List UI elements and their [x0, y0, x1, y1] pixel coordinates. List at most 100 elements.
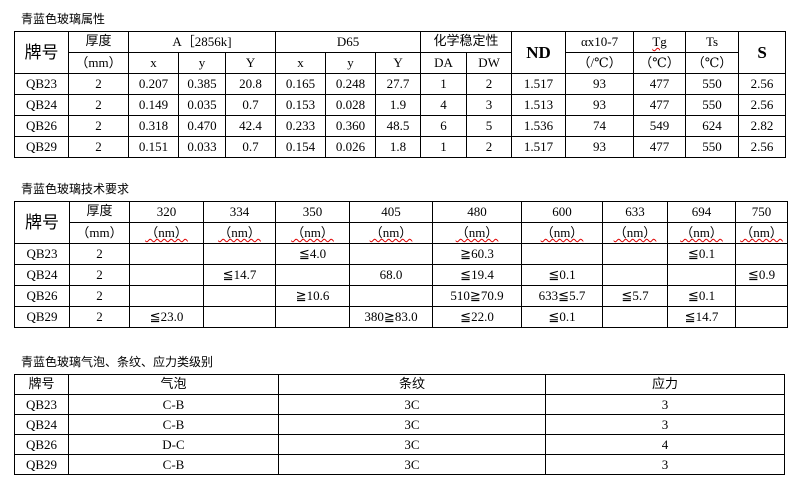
table-cell: 0.033 [178, 136, 226, 158]
header-thickness: 厚度 [68, 31, 129, 53]
table-cell: 68.0 [349, 264, 433, 286]
table-cell: ≦14.7 [667, 306, 736, 328]
table-cell: 3C [278, 414, 546, 435]
table-cell: 624 [685, 115, 740, 137]
header-brand: 牌号 [14, 374, 69, 395]
table-cell: 27.7 [375, 73, 422, 95]
table-cell: 4 [420, 94, 468, 116]
table-cell: 20.8 [224, 73, 277, 95]
header-Y: Y [375, 52, 422, 74]
table-cell: 1.517 [511, 136, 567, 158]
table-cell: 510≧70.9 [432, 285, 522, 307]
header-wl: 320 [129, 201, 204, 223]
table-cell: 0.165 [275, 73, 327, 95]
table-cell: 5 [466, 115, 513, 137]
brand-cell: QB29 [14, 454, 69, 475]
table-cell: 477 [633, 136, 687, 158]
table-cell: 2 [69, 306, 130, 328]
table-cell: 550 [685, 136, 740, 158]
table-cell: ≦22.0 [432, 306, 522, 328]
table-cell: 48.5 [375, 115, 422, 137]
table-cell: 4 [545, 434, 785, 455]
brand-cell: QB29 [14, 136, 69, 158]
table-cell: 2.56 [738, 94, 787, 116]
header-nd: ND [511, 31, 567, 74]
header-nm: （nm） [735, 222, 788, 244]
table-cell [129, 285, 204, 307]
table-cell: 1 [420, 73, 468, 95]
header-nm: （nm） [275, 222, 350, 244]
header-da: DA [420, 52, 468, 74]
table-cell: ≦19.4 [432, 264, 522, 286]
header-y: y [325, 52, 377, 74]
header-alpha-unit: （/℃） [565, 52, 635, 74]
brand-cell: QB29 [14, 306, 70, 328]
header-bubble: 气泡 [68, 374, 279, 395]
table-cell: 633≦5.7 [521, 285, 603, 307]
table-cell: ≦4.0 [275, 243, 350, 265]
table-cell: C-B [68, 414, 279, 435]
table-cell: 2 [68, 73, 129, 95]
table-cell: 549 [633, 115, 687, 137]
table-cell: 0.318 [128, 115, 179, 137]
table2-title: 青蓝色玻璃技术要求 [21, 182, 130, 196]
header-nm: （nm） [129, 222, 204, 244]
brand-cell: QB26 [14, 285, 70, 307]
table-cell [735, 243, 788, 265]
table-row: QB29 C-B 3C 3 [14, 454, 785, 475]
table-cell: 3 [545, 394, 785, 415]
table-cell: 3C [278, 394, 546, 415]
header-s: S [738, 31, 787, 74]
table-row: QB26 D-C 3C 4 [14, 434, 785, 455]
table-cell: ≦23.0 [129, 306, 204, 328]
table-cell: 3 [466, 94, 513, 116]
header-x: x [275, 52, 327, 74]
table-cell: 2 [68, 136, 129, 158]
table-cell: 3 [545, 414, 785, 435]
header-wl: 750 [735, 201, 788, 223]
header-a: A［2856k] [127, 31, 277, 53]
header-ts: Ts [685, 31, 740, 53]
table-cell: 550 [685, 94, 740, 116]
table-cell: 0.149 [128, 94, 179, 116]
table-cell: 0.470 [178, 115, 226, 137]
table-cell: 2 [68, 115, 129, 137]
table-row: QB26 2 ≧10.6 510≧70.9 633≦5.7 ≦5.7 ≦0.1 [14, 285, 788, 307]
table-cell: ≧10.6 [275, 285, 350, 307]
brand-cell: QB24 [14, 414, 69, 435]
table-cell: 0.151 [128, 136, 179, 158]
header-dw: DW [466, 52, 513, 74]
table-cell: 1.9 [375, 94, 422, 116]
table-cell: ≦0.1 [667, 285, 736, 307]
table-cell: 1 [420, 136, 468, 158]
table-row: QB23 2 0.207 0.385 20.8 0.165 0.248 27.7 1 2 1.517… [14, 73, 787, 95]
table-cell: 2 [69, 243, 130, 265]
table-cell: 93 [565, 136, 635, 158]
table-cell [349, 243, 433, 265]
table-row: QB29 2 ≦23.0 380≧83.0 ≦22.0 ≦0.1 ≦14.7 [14, 306, 788, 328]
table-cell [602, 306, 668, 328]
brand-cell: QB26 [14, 115, 69, 137]
table-cell: 0.248 [325, 73, 377, 95]
header-d65: D65 [275, 31, 422, 53]
header-brand: 牌号 [14, 201, 70, 244]
table-cell: 0.7 [224, 94, 277, 116]
table-cell [602, 243, 668, 265]
table-cell: 3C [278, 434, 546, 455]
header-thickness: 厚度 [69, 201, 130, 223]
table-cell: ≦14.7 [203, 264, 276, 286]
header-wl: 334 [203, 201, 276, 223]
table-cell: 2 [466, 136, 513, 158]
table-cell: ≧60.3 [432, 243, 522, 265]
table-cell: 3 [545, 454, 785, 475]
brand-cell: QB24 [14, 264, 70, 286]
table-cell: D-C [68, 434, 279, 455]
table-row: QB24 2 0.149 0.035 0.7 0.153 0.028 1.9 4 3 1.513 93… [14, 94, 787, 116]
table-cell: ≦0.9 [735, 264, 788, 286]
table-cell: 2.82 [738, 115, 787, 137]
table1-title: 青蓝色玻璃属性 [21, 12, 106, 26]
table-cell [129, 243, 204, 265]
header-mm: （mm） [68, 52, 129, 74]
table-cell: 2 [69, 264, 130, 286]
header-nm: （nm） [349, 222, 433, 244]
